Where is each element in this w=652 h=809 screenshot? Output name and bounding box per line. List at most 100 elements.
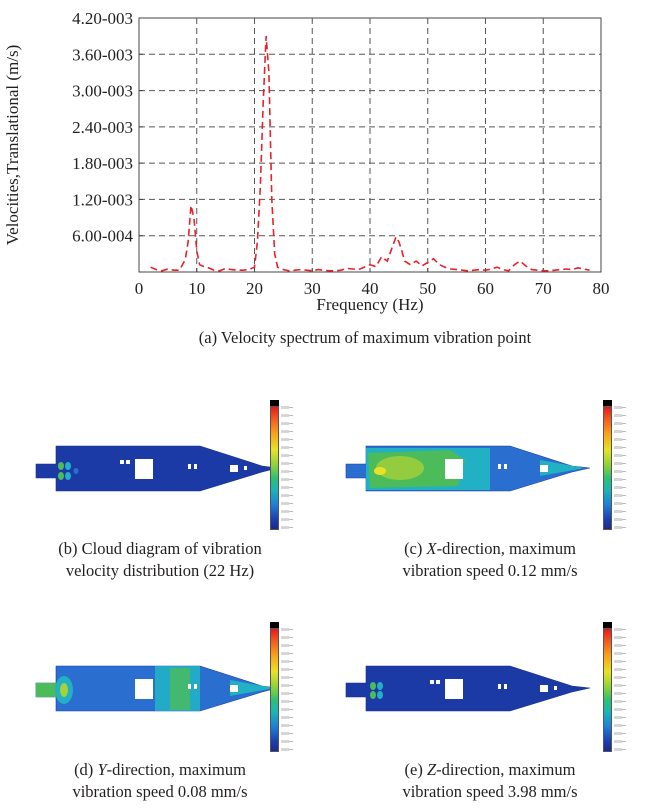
colorbar-tick bbox=[614, 748, 626, 751]
colorbar-tick bbox=[281, 668, 293, 671]
colorbar-tick bbox=[614, 462, 626, 465]
colorbar-tick bbox=[281, 708, 293, 711]
colorbar-tick bbox=[281, 510, 293, 513]
colorbar-tick bbox=[281, 470, 293, 473]
colorbar-tick bbox=[614, 644, 626, 647]
caption-a: (a) Velocity spectrum of maximum vibrati… bbox=[198, 328, 532, 347]
colorbar-tick bbox=[614, 486, 626, 489]
x-axis-label: Frequency (Hz) bbox=[316, 295, 423, 314]
colorbar-tick bbox=[281, 486, 293, 489]
caption-d-line1: (d) Y-direction, maximum bbox=[74, 760, 246, 779]
colorbar-tick bbox=[281, 502, 293, 505]
colorbar-c bbox=[603, 400, 626, 530]
colorbar-tick bbox=[281, 660, 293, 663]
colorbar-tick bbox=[281, 692, 293, 695]
colorbar-tick bbox=[281, 748, 293, 751]
colorbar-tick bbox=[281, 652, 293, 655]
hull-contour-c bbox=[345, 445, 591, 492]
colorbar-tick bbox=[614, 684, 626, 687]
caption-b-line2: velocity distribution (22 Hz) bbox=[65, 561, 255, 580]
panel-d-y-direction bbox=[30, 620, 300, 758]
colorbar-tick bbox=[614, 438, 626, 441]
caption-c-line1: (c) X-direction, maximum bbox=[404, 539, 576, 558]
colorbar-tick bbox=[614, 494, 626, 497]
colorbar-tick bbox=[614, 740, 626, 743]
colorbar-tick bbox=[614, 628, 626, 631]
colorbar-e bbox=[603, 622, 626, 752]
x-tick-label: 0 bbox=[135, 279, 144, 298]
colorbar-tick bbox=[281, 732, 293, 735]
colorbar-tick bbox=[614, 446, 626, 449]
colorbar-tick bbox=[614, 502, 626, 505]
colorbar-tick bbox=[281, 526, 293, 529]
y-tick-label: 6.00-004 bbox=[72, 227, 133, 246]
colorbar-tick bbox=[614, 668, 626, 671]
caption-c: (c) X-direction, maximum vibration speed… bbox=[345, 538, 635, 582]
hull-contour-e bbox=[345, 665, 591, 712]
colorbar-tick bbox=[281, 740, 293, 743]
colorbar-tick bbox=[281, 700, 293, 703]
colorbar-tick bbox=[614, 676, 626, 679]
colorbar-tick bbox=[614, 708, 626, 711]
colorbar-tick bbox=[614, 652, 626, 655]
colorbar-tick bbox=[614, 478, 626, 481]
y-tick-label: 1.80-003 bbox=[72, 154, 133, 173]
colorbar-tick bbox=[281, 478, 293, 481]
colorbar-b bbox=[270, 400, 293, 530]
colorbar-d bbox=[270, 622, 293, 752]
colorbar-tick bbox=[614, 700, 626, 703]
colorbar-tick bbox=[281, 716, 293, 719]
colorbar-tick bbox=[614, 724, 626, 727]
velocity-spectrum-chart: 0 10 20 30 40 50 60 70 80 6.00-004 1.20-003 1.80-0… bbox=[3, 9, 610, 314]
x-tick-label: 70 bbox=[535, 279, 552, 298]
colorbar-tick bbox=[614, 636, 626, 639]
colorbar-tick bbox=[281, 518, 293, 521]
colorbar-tick bbox=[281, 462, 293, 465]
y-axis-label: Velocities,Translational (m/s) bbox=[3, 45, 22, 246]
colorbar-tick bbox=[281, 422, 293, 425]
colorbar-tick bbox=[614, 732, 626, 735]
x-tick-label: 80 bbox=[593, 279, 610, 298]
colorbar-tick bbox=[614, 526, 626, 529]
series-line-velocity bbox=[150, 36, 590, 272]
colorbar-tick bbox=[281, 494, 293, 497]
colorbar-tick bbox=[281, 446, 293, 449]
y-tick-label: 2.40-003 bbox=[72, 118, 133, 137]
grid-lines bbox=[139, 18, 601, 272]
panel-b-vibration-cloud bbox=[30, 398, 300, 538]
caption-e-line2: vibration speed 3.98 mm/s bbox=[402, 782, 578, 801]
colorbar-tick bbox=[281, 406, 293, 409]
colorbar-tick bbox=[614, 430, 626, 433]
colorbar-tick bbox=[281, 724, 293, 727]
axis-ticks bbox=[138, 17, 602, 272]
x-tick-labels: 0 10 20 30 40 50 60 70 80 bbox=[135, 279, 610, 298]
y-tick-labels: 6.00-004 1.20-003 1.80-003 2.40-003 3.00-003… bbox=[72, 9, 133, 246]
x-tick-label: 20 bbox=[246, 279, 263, 298]
y-tick-label: 3.60-003 bbox=[72, 45, 133, 64]
y-tick-label: 3.00-003 bbox=[72, 82, 133, 101]
caption-e: (e) Z-direction, maximum vibration speed… bbox=[345, 759, 635, 803]
x-tick-label: 10 bbox=[188, 279, 205, 298]
panel-e-z-direction bbox=[340, 620, 626, 758]
caption-d-line2: vibration speed 0.08 mm/s bbox=[72, 782, 248, 801]
colorbar-tick bbox=[614, 510, 626, 513]
x-tick-label: 60 bbox=[477, 279, 494, 298]
colorbar-tick bbox=[281, 414, 293, 417]
y-tick-label: 4.20-003 bbox=[72, 9, 133, 28]
colorbar-tick bbox=[614, 406, 626, 409]
colorbar-tick bbox=[281, 438, 293, 441]
hull-contour-d bbox=[35, 665, 279, 712]
colorbar-tick bbox=[614, 454, 626, 457]
colorbar-tick bbox=[281, 430, 293, 433]
caption-c-line2: vibration speed 0.12 mm/s bbox=[402, 561, 578, 580]
caption-b: (b) Cloud diagram of vibration velocity … bbox=[10, 538, 310, 582]
colorbar-tick bbox=[281, 454, 293, 457]
colorbar-tick bbox=[281, 644, 293, 647]
y-tick-label: 1.20-003 bbox=[72, 190, 133, 209]
colorbar-tick bbox=[614, 414, 626, 417]
caption-b-line1: (b) Cloud diagram of vibration bbox=[58, 539, 262, 558]
colorbar-tick bbox=[281, 684, 293, 687]
panel-c-x-direction bbox=[340, 398, 626, 538]
colorbar-tick bbox=[281, 676, 293, 679]
colorbar-tick bbox=[614, 518, 626, 521]
